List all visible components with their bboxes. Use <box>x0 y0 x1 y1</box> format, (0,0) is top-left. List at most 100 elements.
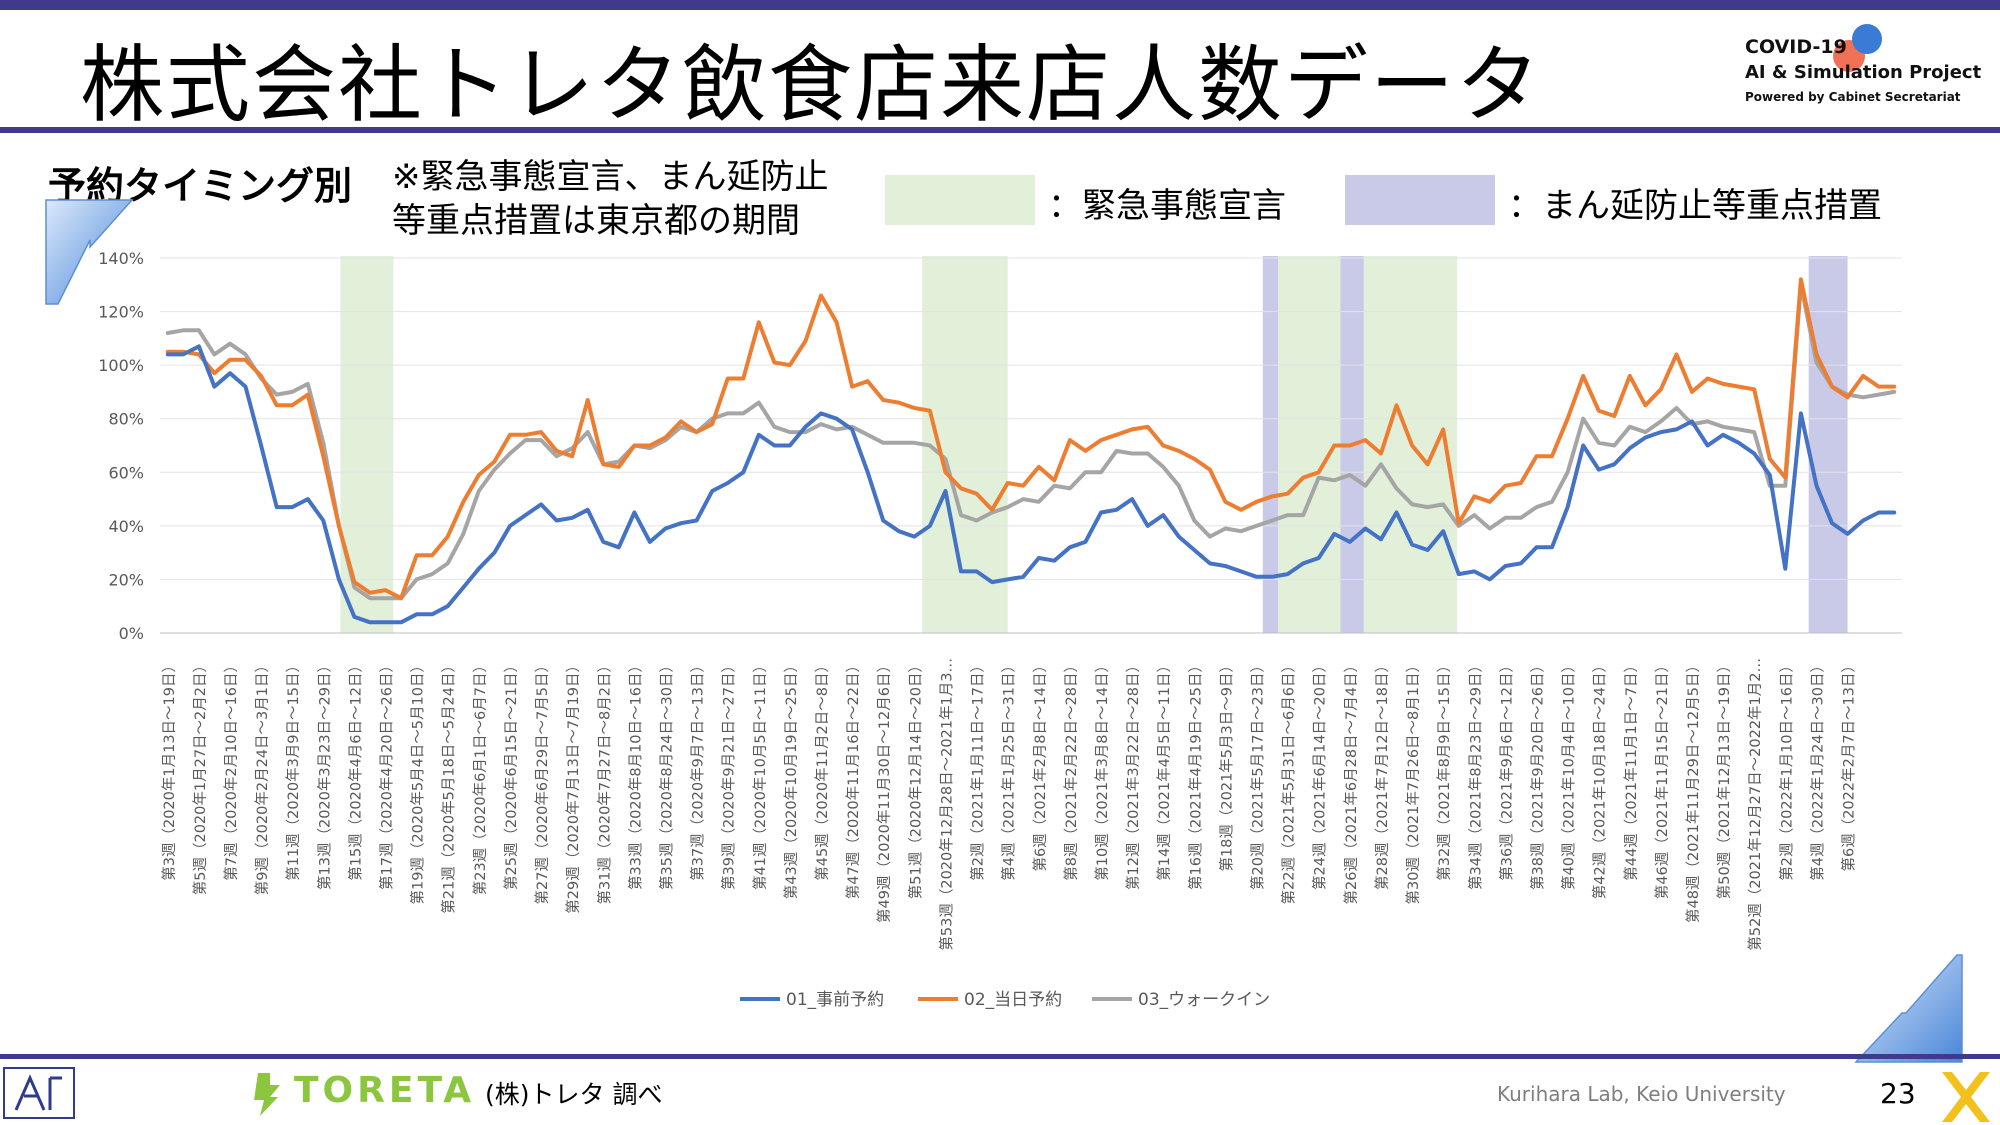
emergency-period-band <box>922 256 1008 633</box>
emergency-period-band <box>340 256 394 633</box>
x-tick-label: 第8週（2021年2月22日～28日） <box>1062 658 1080 881</box>
x-tick-label: 第48週（2021年11月29日～12月5日） <box>1684 658 1702 923</box>
x-tick-label: 第22週（2021年5月31日～6月6日） <box>1280 658 1298 904</box>
x-tick-label: 第14週（2021年4月5日～11日） <box>1155 658 1173 881</box>
x-tick-label: 第33週（2020年8月10日～16日） <box>626 658 644 890</box>
legend-label-03: 03_ウォークイン <box>1138 990 1271 1010</box>
x-tick-label: 第15週（2020年4月6日～12日） <box>346 658 364 881</box>
x-tick-label: 第13週（2020年3月23日～29日） <box>315 658 333 890</box>
lab-credit: Kurihara Lab, Keio University <box>1497 1082 1786 1106</box>
logo-line-3: Powered by Cabinet Secretariat <box>1745 90 1961 104</box>
priority-period-band <box>1262 256 1279 633</box>
y-tick-label: 0% <box>119 624 144 643</box>
toreta-leaf-icon <box>254 1073 280 1116</box>
x-tick-label: 第35週（2020年8月24日～30日） <box>657 658 675 890</box>
x-tick-label: 第26週（2021年6月28日～7月4日） <box>1342 658 1360 904</box>
x-tick-label: 第39週（2020年9月21日～27日） <box>720 658 738 890</box>
x-tick-label: 第4週（2022年1月24日～30日） <box>1808 658 1826 881</box>
x-tick-label: 第24週（2021年6月14日～20日） <box>1311 658 1329 890</box>
priority-legend-swatch <box>1345 175 1495 225</box>
priority-legend-label: ：まん延防止等重点措置 <box>1508 186 1882 226</box>
x-tick-label: 第30週（2021年7月26日～8月1日） <box>1404 658 1422 904</box>
toreta-brand: TORETA <box>294 1070 476 1111</box>
x-tick-label: 第34週（2021年8月23日～29日） <box>1466 658 1484 890</box>
x-tick-label: 第32週（2021年8月9日～15日） <box>1435 658 1453 881</box>
x-tick-label: 第44週（2021年11月1日～7日） <box>1622 658 1640 881</box>
corner-arrow-decoration <box>45 199 134 305</box>
x-tick-label: 第43週（2020年10月19日～25日） <box>782 658 800 899</box>
x-tick-label: 第52週（2021年12月27日～2022年1月2… <box>1746 658 1764 951</box>
x-tick-label: 第28週（2021年7月12日～18日） <box>1373 658 1391 890</box>
x-tick-label: 第2週（2022年1月10日～16日） <box>1777 658 1795 881</box>
x-tick-label: 第17週（2020年4月20日～26日） <box>378 658 396 890</box>
period-note-line-1: ※緊急事態宣言、まん延防止 <box>392 157 829 197</box>
series-line <box>165 344 1897 625</box>
logo-blue-dot <box>1852 24 1882 54</box>
x-tick-label: 第20週（2021年5月17日～23日） <box>1249 658 1267 890</box>
y-tick-label: 120% <box>98 303 144 322</box>
x-tick-label: 第9週（2020年2月24日～3月1日） <box>253 658 271 895</box>
x-tick-label: 第11週（2020年3月9日～15日） <box>284 658 302 881</box>
legend-swatch-03 <box>1092 997 1132 1001</box>
priority-period-band <box>1808 256 1848 633</box>
x-tick-label: 第38週（2021年9月20日～26日） <box>1528 658 1546 890</box>
x-tick-label: 第41週（2020年10月5日～11日） <box>751 658 769 890</box>
header-rule <box>0 127 2000 133</box>
x-tick-label: 第36週（2021年9月6日～12日） <box>1497 658 1515 881</box>
x-tick-label: 第49週（2020年11月30日～12月6日） <box>875 658 893 923</box>
x-tick-label: 第40週（2021年10月4日～10日） <box>1560 658 1578 890</box>
legend-swatch-02 <box>918 997 958 1001</box>
x-tick-label: 第18週（2021年5月3日～9日） <box>1217 658 1235 872</box>
survey-source: (株)トレタ 調べ <box>485 1080 663 1109</box>
series-line <box>165 282 1897 601</box>
page-number: 23 <box>1880 1077 1916 1110</box>
x-tick-label: 第10週（2021年3月8日～14日） <box>1093 658 1111 881</box>
x-tick-label: 第12週（2021年3月22日～28日） <box>1124 658 1142 890</box>
logo-line-1: COVID-19 <box>1745 36 1847 58</box>
y-tick-label: 140% <box>98 249 144 268</box>
period-note: ※緊急事態宣言、まん延防止 等重点措置は東京都の期間 <box>392 155 829 243</box>
emergency-period-band <box>1278 256 1341 633</box>
x-mark-icon <box>1942 1072 1990 1122</box>
lab-logo-mark <box>14 1074 62 1111</box>
y-tick-label: 60% <box>108 463 144 482</box>
x-tick-label: 第29週（2020年7月13日～7月19日） <box>564 658 582 914</box>
x-tick-label: 第45週（2020年11月2日～8日） <box>813 658 831 881</box>
x-tick-label: 第51週（2020年12月14日～20日） <box>906 658 924 899</box>
x-tick-label: 第37週（2020年9月7日～13日） <box>689 658 707 881</box>
y-tick-label: 20% <box>108 570 144 589</box>
x-tick-label: 第27週（2020年6月29日～7月5日） <box>533 658 551 904</box>
x-tick-label: 第3週（2020年1月13日～19日） <box>160 658 178 881</box>
project-logo: COVID-19 AI & Simulation Project Powered… <box>1745 22 1985 117</box>
x-tick-label: 第5週（2020年1月27日～2月2日） <box>191 658 209 895</box>
logo-line-2: AI & Simulation Project <box>1745 62 1982 83</box>
x-tick-label: 第46週（2021年11月15日～21日） <box>1653 658 1671 899</box>
x-tick-label: 第50週（2021年12月13日～19日） <box>1715 658 1733 899</box>
lab-logo-icon <box>3 1067 75 1119</box>
x-tick-label: 第31週（2020年7月27日～8月2日） <box>595 658 613 904</box>
x-tick-label: 第7週（2020年2月10日～16日） <box>222 658 240 881</box>
x-tick-label: 第25週（2020年6月15日～21日） <box>502 658 520 890</box>
x-tick-label: 第19週（2020年5月4日～5月10日） <box>409 658 427 904</box>
x-tick-label: 第47週（2020年11月16日～22日） <box>844 658 862 899</box>
corner-arrow-decoration-bottom <box>1854 954 1963 1063</box>
x-tick-label: 第23週（2020年6月1日～6月7日） <box>471 658 489 895</box>
y-tick-label: 100% <box>98 356 144 375</box>
x-tick-label: 第6週（2022年2月7日～13日） <box>1840 658 1858 872</box>
x-tick-label: 第53週（2020年12月28日～2021年1月3… <box>937 658 955 951</box>
footer-rule <box>0 1054 2000 1059</box>
x-tick-label: 第16週（2021年4月19日～25日） <box>1186 658 1204 890</box>
y-tick-label: 40% <box>108 517 144 536</box>
legend-label-02: 02_当日予約 <box>964 990 1063 1010</box>
legend-swatch-01 <box>740 997 780 1001</box>
emergency-legend-label: ：緊急事態宣言 <box>1048 186 1286 226</box>
y-tick-label: 80% <box>108 410 144 429</box>
emergency-legend-swatch <box>885 175 1035 225</box>
x-tick-label: 第42週（2021年10月18日～24日） <box>1591 658 1609 899</box>
x-tick-label: 第6週（2021年2月8日～14日） <box>1031 658 1049 872</box>
x-tick-label: 第21週（2020年5月18日～5月24日） <box>440 658 458 914</box>
x-tick-label: 第2週（2021年1月11日～17日） <box>969 658 987 881</box>
period-note-line-2: 等重点措置は東京都の期間 <box>392 201 800 241</box>
top-rule <box>0 0 2000 10</box>
